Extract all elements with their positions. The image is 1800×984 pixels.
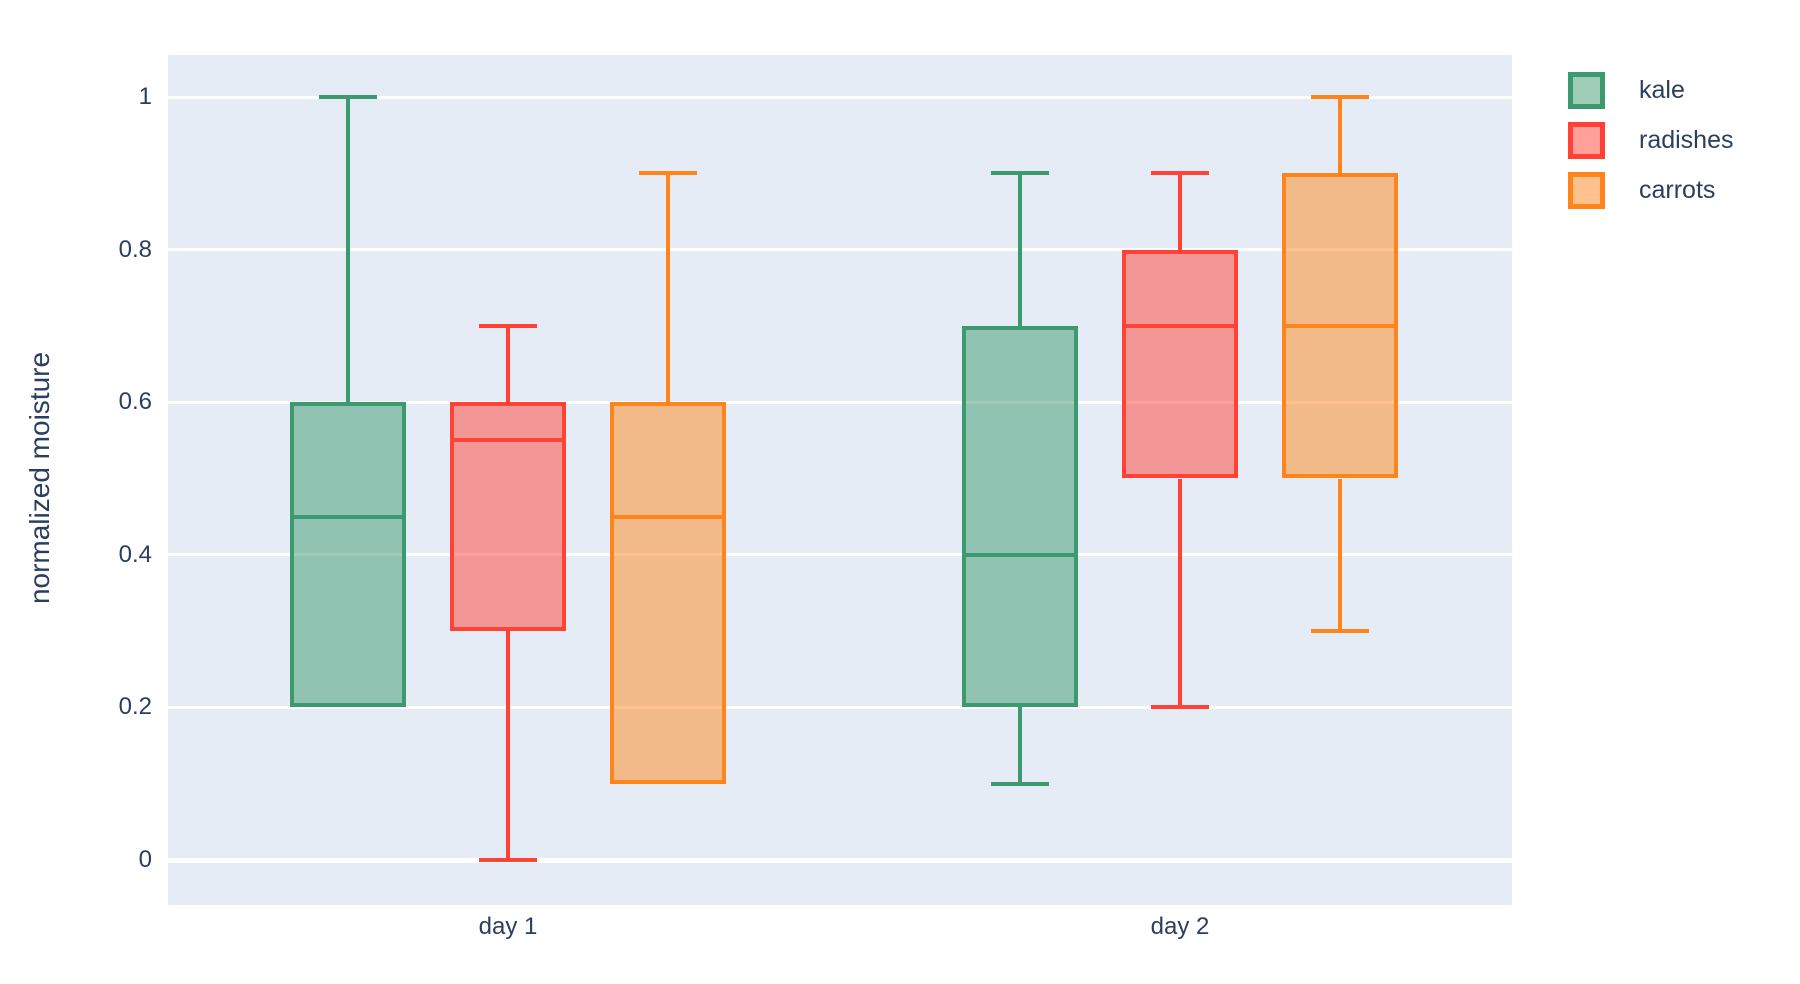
- median-radishes-day-2: [1122, 323, 1238, 328]
- whisker-cap-upper-carrots-day-2: [1311, 95, 1369, 99]
- gridline: [168, 248, 1512, 252]
- legend: kale radishes carrots: [1568, 72, 1734, 222]
- whisker-cap-lower-carrots-day-2: [1311, 629, 1369, 634]
- whisker-cap-upper-carrots-day-1: [639, 171, 697, 176]
- median-kale-day-2: [962, 552, 1078, 557]
- gridline: [168, 553, 1512, 557]
- legend-swatch-radishes: [1568, 122, 1605, 159]
- y-tick-label: 0: [138, 846, 152, 873]
- y-tick-label: 0.2: [118, 693, 152, 721]
- whisker-upper-kale-day-2: [1018, 173, 1022, 326]
- whisker-cap-upper-kale-day-2: [991, 171, 1049, 176]
- whisker-cap-upper-radishes-day-2: [1151, 171, 1209, 176]
- whisker-lower-kale-day-2: [1018, 707, 1022, 784]
- whisker-cap-lower-radishes-day-1: [479, 858, 537, 862]
- whisker-upper-carrots-day-2: [1338, 97, 1342, 174]
- box-kale-day-2[interactable]: [962, 325, 1078, 708]
- legend-item-label: kale: [1639, 76, 1685, 104]
- whisker-cap-lower-radishes-day-2: [1151, 705, 1209, 710]
- zero-line: [168, 857, 1512, 863]
- box-kale-day-1[interactable]: [290, 402, 406, 708]
- legend-item-label: carrots: [1639, 176, 1716, 204]
- y-tick-label: 0.6: [118, 388, 152, 416]
- legend-item-carrots[interactable]: carrots: [1568, 172, 1734, 209]
- whisker-cap-upper-radishes-day-1: [479, 323, 537, 328]
- whisker-lower-radishes-day-1: [506, 631, 510, 860]
- gridline: [168, 95, 1512, 99]
- whisker-upper-radishes-day-2: [1178, 173, 1182, 250]
- median-carrots-day-2: [1282, 323, 1398, 328]
- median-carrots-day-1: [610, 514, 726, 519]
- y-tick-label: 1: [138, 83, 152, 110]
- x-axis-category-label: day 2: [1150, 913, 1210, 940]
- box-radishes-day-2[interactable]: [1122, 249, 1238, 479]
- median-radishes-day-1: [450, 438, 566, 443]
- whisker-upper-radishes-day-1: [506, 325, 510, 403]
- whisker-upper-kale-day-1: [346, 97, 350, 403]
- legend-swatch-carrots: [1568, 172, 1605, 209]
- whisker-cap-lower-kale-day-2: [991, 781, 1049, 786]
- whisker-cap-upper-kale-day-1: [319, 95, 377, 99]
- whisker-lower-carrots-day-2: [1338, 478, 1342, 632]
- y-tick-label: 0.8: [118, 235, 152, 263]
- median-kale-day-1: [290, 514, 406, 519]
- box-radishes-day-1[interactable]: [450, 402, 566, 632]
- whisker-lower-radishes-day-2: [1178, 478, 1182, 708]
- legend-swatch-kale: [1568, 72, 1605, 109]
- legend-item-label: radishes: [1639, 126, 1734, 154]
- legend-item-kale[interactable]: kale: [1568, 72, 1734, 109]
- y-tick-label: 0.4: [118, 540, 152, 568]
- plot-area: [168, 55, 1512, 905]
- legend-item-radishes[interactable]: radishes: [1568, 122, 1734, 159]
- x-axis-category-label: day 1: [478, 913, 538, 940]
- gridline: [168, 400, 1512, 404]
- whisker-upper-carrots-day-1: [666, 173, 670, 403]
- box-carrots-day-1[interactable]: [610, 402, 726, 784]
- gridline: [168, 705, 1512, 709]
